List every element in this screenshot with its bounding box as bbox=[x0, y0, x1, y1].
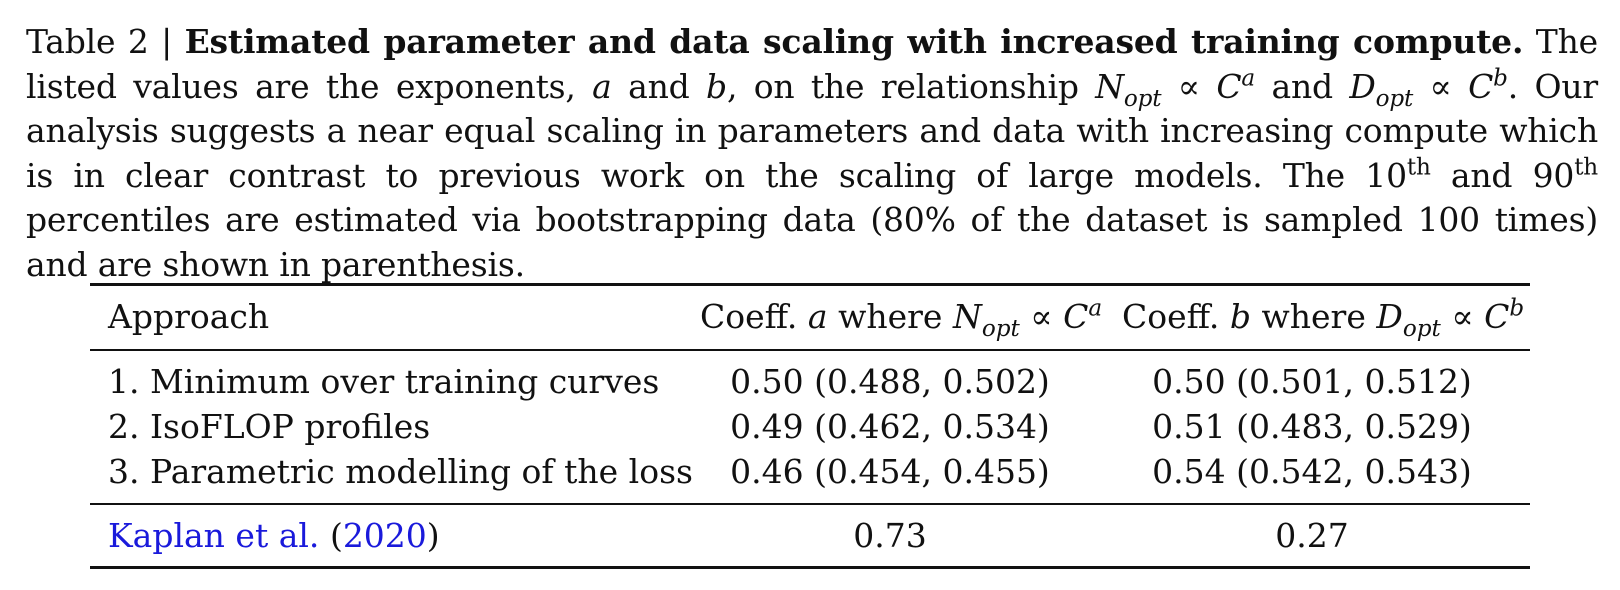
table-bottom-rule bbox=[90, 566, 1530, 569]
header-coeff-b: Coeff. b where Dopt ∝ Cb bbox=[1122, 295, 1525, 343]
caption-and-3: and bbox=[1450, 155, 1513, 195]
row-approach: 1. Minimum over training curves bbox=[108, 362, 660, 401]
table-reference-rule bbox=[90, 503, 1530, 505]
row-approach: 2. IsoFLOP profiles bbox=[108, 407, 431, 446]
row-approach: 3. Parametric modelling of the loss bbox=[108, 452, 693, 491]
caption-title: Estimated parameter and data scaling wit… bbox=[184, 22, 1524, 61]
reference-year-link[interactable]: 2020 bbox=[342, 516, 427, 555]
row-coeff-a: 0.46 (0.454, 0.455) bbox=[730, 452, 1050, 491]
caption-var-a: a bbox=[592, 66, 612, 106]
caption-formula-n: Nopt ∝ Ca bbox=[1095, 64, 1255, 112]
caption-var-b: b bbox=[706, 66, 727, 106]
row-coeff-b: 0.54 (0.542, 0.543) bbox=[1152, 452, 1472, 491]
caption-label: Table 2 | bbox=[26, 22, 173, 61]
caption-text-2: , on the relationship bbox=[726, 66, 1079, 106]
reference-author-link[interactable]: Kaplan et al. bbox=[108, 516, 320, 555]
table-top-rule bbox=[90, 283, 1530, 286]
caption-and: and bbox=[628, 66, 690, 106]
caption-and-2: and bbox=[1271, 66, 1333, 106]
table-caption: Table 2 | Estimated parameter and data s… bbox=[26, 20, 1598, 287]
row-coeff-b: 0.51 (0.483, 0.529) bbox=[1152, 407, 1472, 446]
caption-text-3: . Our analysis suggests a near equal sca… bbox=[26, 66, 1599, 195]
caption-p10: 10th bbox=[1365, 153, 1431, 195]
reference-coeff-b: 0.27 bbox=[1275, 516, 1349, 555]
header-approach: Approach bbox=[108, 297, 270, 336]
reference-coeff-a: 0.73 bbox=[853, 516, 927, 555]
row-coeff-a: 0.49 (0.462, 0.534) bbox=[730, 407, 1050, 446]
caption-p90: 90th bbox=[1532, 153, 1599, 195]
row-coeff-a: 0.50 (0.488, 0.502) bbox=[730, 362, 1050, 401]
caption-text-1: The listed values are the exponents, bbox=[26, 22, 1598, 106]
header-coeff-a: Coeff. a where Nopt ∝ Ca bbox=[700, 295, 1103, 343]
table-header-rule bbox=[90, 349, 1530, 351]
reference-citation: Kaplan et al. (2020) bbox=[108, 516, 440, 555]
caption-text-4: percentiles are estimated via bootstrapp… bbox=[26, 200, 1598, 284]
row-coeff-b: 0.50 (0.501, 0.512) bbox=[1152, 362, 1472, 401]
caption-formula-d: Dopt ∝ Cb bbox=[1349, 64, 1508, 112]
